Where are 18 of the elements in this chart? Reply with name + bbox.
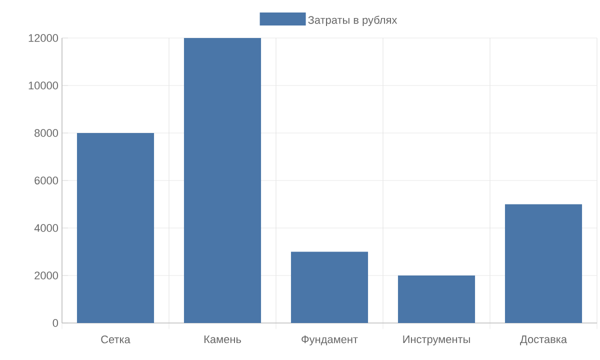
bar: [398, 276, 476, 323]
x-tick-label: Инструменты: [403, 336, 470, 346]
y-tick-label: 4000: [34, 224, 58, 232]
y-tick-label: 8000: [34, 129, 58, 137]
x-tick-label: Доставка: [520, 336, 568, 346]
y-tick-label: 12000: [28, 34, 58, 42]
bar: [290, 252, 368, 323]
x-tick-label: Фундамент: [302, 336, 358, 346]
y-tick-label: 2000: [34, 272, 58, 280]
y-tick-label: 10000: [28, 82, 58, 90]
x-tick-label: Сетка: [101, 336, 130, 344]
bar: [184, 38, 262, 323]
y-tick-label: 6000: [34, 176, 58, 184]
legend-label: Затраты в рублях: [308, 16, 398, 26]
x-tick-label: Камень: [204, 336, 241, 344]
bar: [504, 204, 582, 323]
y-tick-label: 0: [52, 319, 58, 327]
bar: [76, 133, 154, 323]
